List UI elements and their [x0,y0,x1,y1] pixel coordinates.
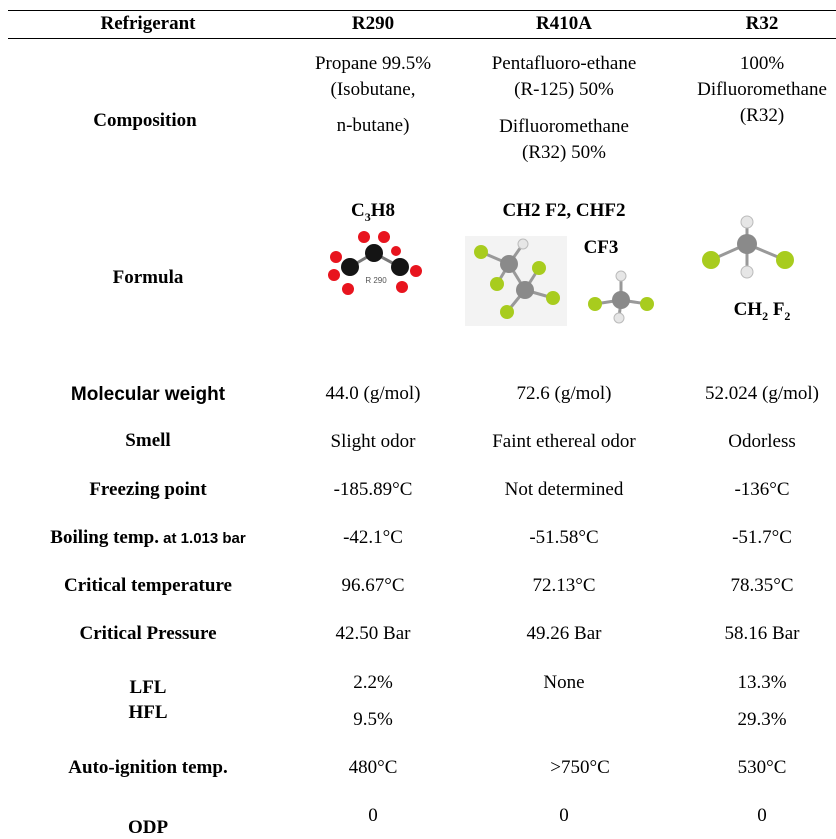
header-r290: R290 [351,13,395,34]
header-r32: R32 [745,13,779,34]
auto-ignition-label: Auto-ignition temp. [68,757,228,778]
r290-formula: C3H8 [350,200,396,224]
formula-label: Formula [112,267,184,288]
critical-temperature-r290: 96.67°C [341,575,405,596]
freezing-point-label: Freezing point [89,479,207,500]
composition-r32-line2: Difluoromethane [697,79,827,100]
boiling-temp-r410a: -51.58°C [529,527,599,548]
auto-ignition-r410a: >750°C [550,757,610,778]
header-bottom-rule [8,38,836,39]
lfl-r290: 2.2% [353,672,393,693]
smell-r410a: Faint ethereal odor [492,431,636,452]
r290-image-label: R 290 [365,276,387,285]
smell-r32: Odorless [728,431,796,452]
odp-r32: 0 [757,805,767,826]
critical-pressure-r32: 58.16 Bar [724,623,800,644]
lfl-r32: 13.3% [737,672,787,693]
odp-r410a: 0 [559,805,569,826]
boiling-temp-r32: -51.7°C [732,527,792,548]
auto-ignition-r32: 530°C [737,757,787,778]
critical-temperature-r410a: 72.13°C [532,575,596,596]
critical-pressure-r290: 42.50 Bar [335,623,411,644]
smell-r290: Slight odor [330,431,416,452]
critical-temperature-r32: 78.35°C [730,575,794,596]
auto-ignition-r290: 480°C [348,757,398,778]
composition-r290-line3: n-butane) [336,115,410,136]
composition-r290-line1: Propane 99.5% [314,53,432,74]
difluoromethane-small-molecule-image [588,270,654,324]
r410a-formula-line2: CF3 [583,237,619,258]
boiling-temp-label: Boiling temp. at 1.013 bar [50,527,246,548]
header-refrigerant: Refrigerant [100,13,196,34]
composition-r410a-line1: Pentafluoro-ethane [491,53,637,74]
freezing-point-r32: -136°C [734,479,790,500]
composition-r410a-line4: (R32) 50% [522,142,606,163]
header-r410a: R410A [536,13,592,34]
hfl-r32: 29.3% [737,709,787,730]
table-top-rule [8,10,836,11]
smell-label: Smell [125,430,171,451]
odp-r290: 0 [368,805,378,826]
odp-label: ODP [127,817,169,838]
molecular-weight-r410a: 72.6 (g/mol) [516,383,612,404]
freezing-point-r290: -185.89°C [333,479,413,500]
freezing-point-r410a: Not determined [504,479,624,500]
lfl-label: LFL [129,677,167,698]
composition-r410a-line2: (R-125) 50% [514,79,614,100]
flammability-r410a: None [543,672,585,693]
r32-formula: CH2 F2 [733,299,791,323]
critical-pressure-label: Critical Pressure [79,623,217,644]
propane-molecule-image: R 290 [328,231,422,295]
composition-label: Composition [93,110,197,131]
hfl-r290: 9.5% [353,709,393,730]
r410a-formula-line1: CH2 F2, CHF2 [502,200,626,221]
molecular-weight-label: Molecular weight [70,384,226,405]
composition-r410a-line3: Difluoromethane [499,116,629,137]
composition-r32-line3: (R32) [739,105,785,126]
molecular-weight-r32: 52.024 (g/mol) [705,383,819,404]
critical-pressure-r410a: 49.26 Bar [526,623,602,644]
composition-r290-line2: (Isobutane, [330,79,416,100]
pentafluoroethane-molecule-image [465,236,567,326]
hfl-label: HFL [128,702,168,723]
molecular-weight-r290: 44.0 (g/mol) [325,383,421,404]
composition-r32-line1: 100% [739,53,785,74]
critical-temperature-label: Critical temperature [64,575,232,596]
r32-molecule-image [702,215,794,279]
boiling-temp-r290: -42.1°C [343,527,403,548]
